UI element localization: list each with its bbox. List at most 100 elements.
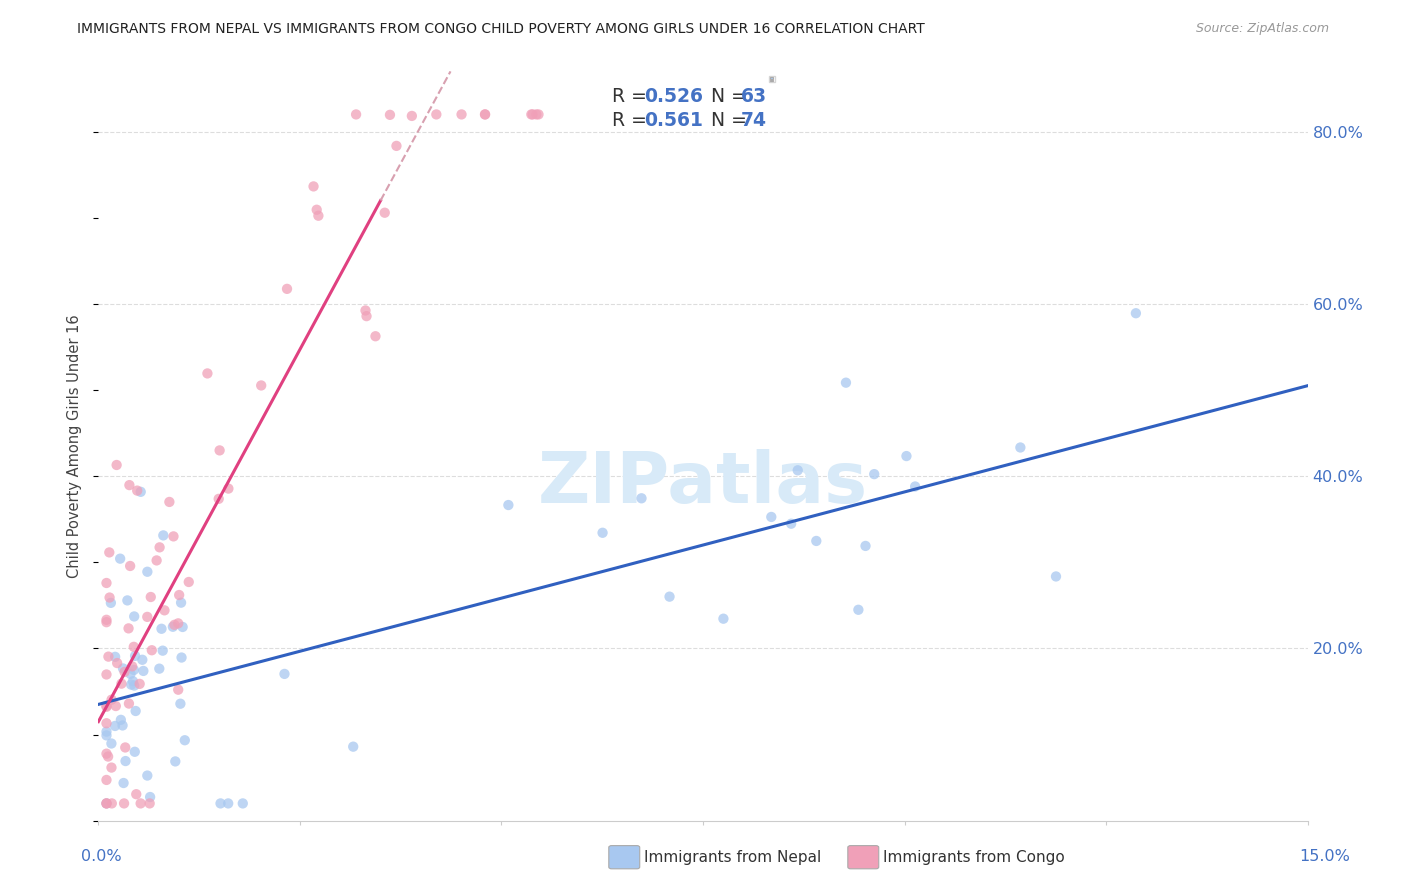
Point: [110, 713, 132, 727]
Point: [208, 491, 231, 506]
Point: [208, 443, 231, 458]
Point: [848, 603, 870, 617]
Point: [896, 449, 918, 463]
Text: 74: 74: [741, 111, 766, 130]
Point: [474, 107, 496, 121]
Point: [170, 596, 193, 610]
Point: [96, 576, 118, 591]
Point: [104, 719, 127, 733]
Point: [250, 378, 273, 392]
Point: [100, 596, 122, 610]
Text: 15.0%: 15.0%: [1299, 849, 1350, 864]
Point: [167, 616, 190, 631]
Point: [96, 716, 118, 731]
Point: [342, 739, 364, 754]
Point: [232, 797, 254, 811]
Point: [96, 613, 118, 627]
Point: [522, 107, 544, 121]
Point: [138, 797, 160, 811]
Point: [120, 678, 142, 692]
Point: [132, 664, 155, 678]
Point: [344, 107, 367, 121]
Point: [100, 761, 122, 775]
Text: Immigrants from Congo: Immigrants from Congo: [883, 850, 1064, 864]
Point: [172, 620, 194, 634]
Point: [401, 109, 423, 123]
Point: [385, 139, 408, 153]
Point: [108, 551, 131, 566]
Point: [96, 797, 118, 811]
Y-axis label: Child Poverty Among Girls Under 16: Child Poverty Among Girls Under 16: [67, 314, 83, 578]
Point: [152, 528, 174, 542]
Text: IMMIGRANTS FROM NEPAL VS IMMIGRANTS FROM CONGO CHILD POVERTY AMONG GIRLS UNDER 1: IMMIGRANTS FROM NEPAL VS IMMIGRANTS FROM…: [77, 22, 925, 37]
Point: [167, 588, 190, 602]
Point: [713, 612, 735, 626]
Point: [121, 659, 143, 673]
Point: [114, 740, 136, 755]
Point: [855, 539, 877, 553]
Point: [112, 797, 135, 811]
Point: [118, 478, 141, 492]
Point: [122, 663, 145, 677]
Point: [425, 107, 447, 121]
Point: [118, 697, 141, 711]
Point: [96, 667, 118, 681]
Point: [217, 797, 239, 811]
Point: [120, 667, 142, 681]
Point: [474, 107, 496, 121]
Point: [100, 737, 122, 751]
Point: [122, 679, 145, 693]
Text: 0.561: 0.561: [644, 111, 703, 130]
Point: [129, 484, 152, 499]
Text: Source: ZipAtlas.com: Source: ZipAtlas.com: [1195, 22, 1329, 36]
Point: [129, 797, 152, 811]
Point: [302, 179, 325, 194]
Point: [364, 329, 387, 343]
Point: [527, 107, 550, 121]
Point: [162, 620, 184, 634]
Point: [117, 593, 139, 607]
Point: [209, 797, 232, 811]
Point: [904, 479, 927, 493]
Point: [139, 590, 162, 604]
Point: [520, 107, 543, 121]
Point: [105, 458, 128, 472]
Point: [806, 533, 828, 548]
Point: [173, 733, 195, 747]
Point: [524, 107, 547, 121]
Point: [112, 661, 135, 675]
Text: N =: N =: [699, 87, 752, 106]
Point: [273, 667, 295, 681]
Point: [98, 591, 121, 605]
Point: [96, 772, 118, 787]
Point: [1010, 441, 1032, 455]
Point: [356, 309, 378, 323]
Point: [96, 728, 118, 742]
Point: [167, 682, 190, 697]
Point: [114, 754, 136, 768]
Point: [197, 367, 219, 381]
Point: [354, 303, 377, 318]
Point: [124, 745, 146, 759]
Legend: , : ,: [769, 76, 775, 82]
Point: [450, 107, 472, 121]
Point: [152, 643, 174, 657]
Point: [96, 615, 118, 630]
Point: [498, 498, 520, 512]
Point: [111, 718, 134, 732]
Point: [165, 755, 187, 769]
Point: [104, 649, 127, 664]
Point: [169, 697, 191, 711]
Point: [124, 648, 146, 663]
Point: [863, 467, 886, 482]
Point: [145, 553, 167, 567]
Text: R =: R =: [612, 87, 652, 106]
Point: [141, 643, 163, 657]
Point: [136, 768, 159, 782]
Point: [112, 776, 135, 790]
Point: [148, 662, 170, 676]
Point: [177, 574, 200, 589]
Text: 63: 63: [741, 87, 768, 106]
Point: [378, 108, 401, 122]
Point: [96, 797, 118, 811]
